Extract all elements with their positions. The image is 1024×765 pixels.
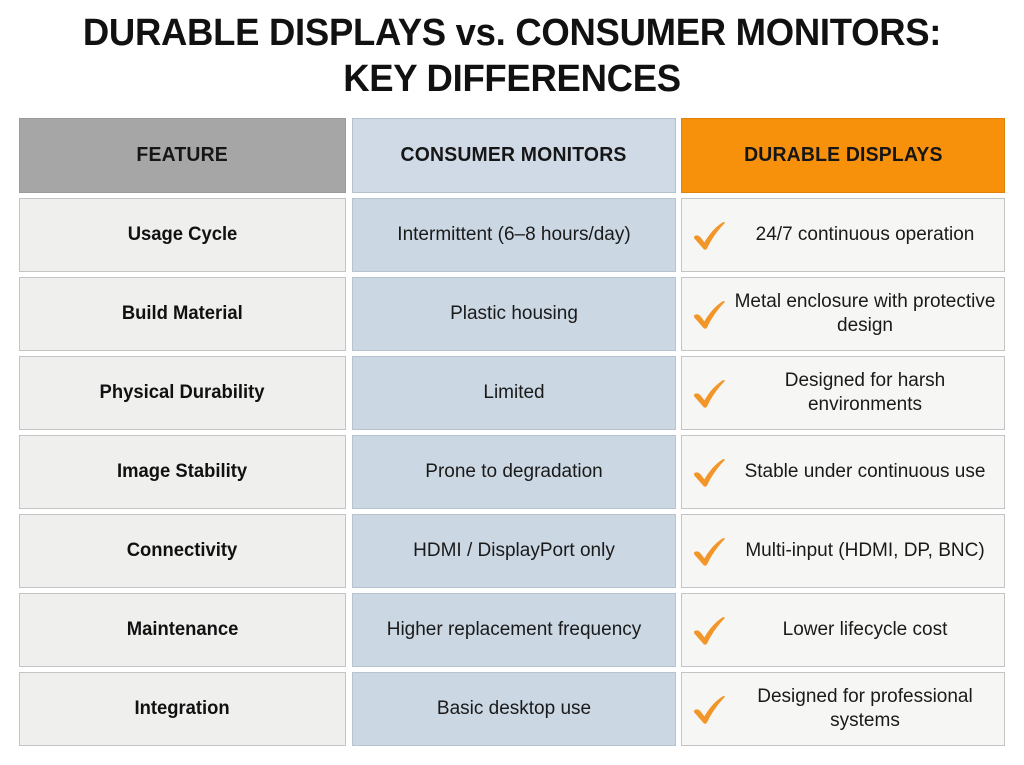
durable-cell: Designed for professional systems bbox=[681, 672, 1005, 746]
comparison-table: FEATURE CONSUMER MONITORS DURABLE DISPLA… bbox=[19, 118, 1005, 746]
feature-cell: Connectivity bbox=[19, 514, 346, 588]
consumer-value: HDMI / DisplayPort only bbox=[413, 540, 615, 561]
check-mark-icon bbox=[686, 219, 732, 251]
consumer-cell: HDMI / DisplayPort only bbox=[352, 514, 676, 588]
header-label-feature: FEATURE bbox=[136, 144, 229, 166]
consumer-cell: Limited bbox=[352, 356, 676, 430]
durable-value: Stable under continuous use bbox=[744, 461, 986, 482]
durable-value: Lower lifecycle cost bbox=[782, 619, 948, 640]
feature-cell: Usage Cycle bbox=[19, 198, 346, 272]
consumer-cell: Basic desktop use bbox=[352, 672, 676, 746]
feature-label: Build Material bbox=[122, 303, 243, 324]
consumer-value: Prone to degradation bbox=[425, 461, 603, 482]
table-row: Connectivity HDMI / DisplayPort only Mul… bbox=[19, 514, 1005, 588]
table-row: Integration Basic desktop use Designed f… bbox=[19, 672, 1005, 746]
check-mark-icon bbox=[686, 377, 732, 409]
consumer-cell: Higher replacement frequency bbox=[352, 593, 676, 667]
page-title: DURABLE DISPLAYS vs. CONSUMER MONITORS: … bbox=[0, 10, 1024, 102]
consumer-cell: Prone to degradation bbox=[352, 435, 676, 509]
table-row: Usage Cycle Intermittent (6–8 hours/day)… bbox=[19, 198, 1005, 272]
durable-cell: Multi-input (HDMI, DP, BNC) bbox=[681, 514, 1005, 588]
consumer-cell: Plastic housing bbox=[352, 277, 676, 351]
table-row: Image Stability Prone to degradation Sta… bbox=[19, 435, 1005, 509]
feature-cell: Build Material bbox=[19, 277, 346, 351]
feature-cell: Maintenance bbox=[19, 593, 346, 667]
feature-label: Physical Durability bbox=[100, 382, 265, 403]
table-row: Maintenance Higher replacement frequency… bbox=[19, 593, 1005, 667]
feature-label: Integration bbox=[134, 698, 231, 719]
check-mark-icon bbox=[686, 614, 732, 646]
header-cell-durable-displays: DURABLE DISPLAYS bbox=[681, 118, 1005, 193]
durable-value: Designed for professional systems bbox=[757, 686, 973, 731]
check-mark-icon bbox=[686, 298, 732, 330]
durable-value: Metal enclosure with protective design bbox=[734, 291, 996, 336]
feature-cell: Image Stability bbox=[19, 435, 346, 509]
check-mark-icon bbox=[686, 535, 732, 567]
durable-cell: Metal enclosure with protective design bbox=[681, 277, 1005, 351]
feature-label: Image Stability bbox=[117, 461, 248, 482]
durable-value: Designed for harsh environments bbox=[784, 370, 946, 415]
header-cell-consumer-monitors: CONSUMER MONITORS bbox=[352, 118, 676, 193]
durable-value: 24/7 continuous operation bbox=[755, 224, 975, 245]
check-mark-icon bbox=[686, 456, 732, 488]
consumer-value: Limited bbox=[483, 382, 545, 403]
header-label-consumer-monitors: CONSUMER MONITORS bbox=[400, 144, 628, 166]
header-cell-feature: FEATURE bbox=[19, 118, 346, 193]
table-row: Build Material Plastic housing Metal enc… bbox=[19, 277, 1005, 351]
feature-cell: Integration bbox=[19, 672, 346, 746]
durable-value: Multi-input (HDMI, DP, BNC) bbox=[745, 540, 985, 561]
durable-cell: Lower lifecycle cost bbox=[681, 593, 1005, 667]
durable-cell: Designed for harsh environments bbox=[681, 356, 1005, 430]
consumer-value: Basic desktop use bbox=[436, 698, 592, 719]
feature-label: Maintenance bbox=[126, 619, 239, 640]
consumer-value: Higher replacement frequency bbox=[386, 619, 642, 640]
feature-label: Usage Cycle bbox=[127, 224, 238, 245]
header-label-durable-displays: DURABLE DISPLAYS bbox=[743, 144, 943, 166]
check-mark-icon bbox=[686, 693, 732, 725]
consumer-value: Intermittent (6–8 hours/day) bbox=[397, 224, 631, 245]
table-row: Physical Durability Limited Designed for… bbox=[19, 356, 1005, 430]
feature-cell: Physical Durability bbox=[19, 356, 346, 430]
consumer-cell: Intermittent (6–8 hours/day) bbox=[352, 198, 676, 272]
durable-cell: 24/7 continuous operation bbox=[681, 198, 1005, 272]
title-line-2: KEY DIFFERENCES bbox=[343, 58, 681, 100]
consumer-value: Plastic housing bbox=[450, 303, 578, 324]
feature-label: Connectivity bbox=[127, 540, 238, 561]
table-header-row: FEATURE CONSUMER MONITORS DURABLE DISPLA… bbox=[19, 118, 1005, 193]
title-line-1: DURABLE DISPLAYS vs. CONSUMER MONITORS: bbox=[82, 12, 942, 54]
durable-cell: Stable under continuous use bbox=[681, 435, 1005, 509]
